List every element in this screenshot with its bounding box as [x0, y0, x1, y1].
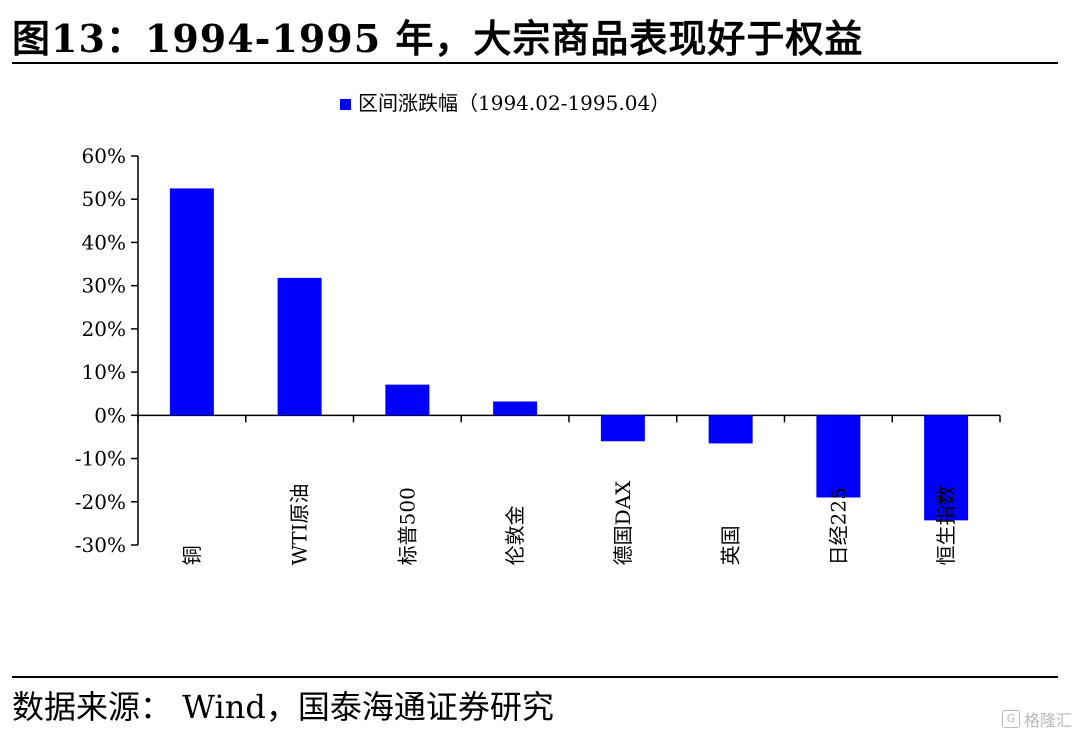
y-tick-label: 50% [82, 187, 126, 211]
y-tick-label: 30% [82, 274, 126, 298]
source-rule [12, 676, 1058, 678]
watermark-text: 格隆汇 [1023, 711, 1072, 730]
bar [169, 188, 214, 416]
watermark: G 格隆汇 [1001, 707, 1072, 731]
y-tick-label: -30% [75, 533, 126, 557]
y-tick-label: 0% [94, 403, 126, 427]
category-label: 恒生指数 [934, 485, 958, 565]
legend-label: 区间涨跌幅（1994.02-1995.04） [358, 91, 670, 115]
category-label: 英国 [719, 525, 743, 565]
y-tick-label: 40% [82, 230, 126, 254]
figure-title: 图13：1994-1995 年，大宗商品表现好于权益 [12, 16, 864, 61]
legend-swatch [340, 99, 351, 110]
category-label: WTI原油 [288, 484, 312, 566]
bar-chart: 区间涨跌幅（1994.02-1995.04） 60% 50% 40% 30% 20% 10%… [75, 91, 1001, 566]
bar [708, 415, 753, 444]
bar [924, 415, 969, 521]
category-label: 标普500 [395, 487, 419, 565]
bar [816, 415, 861, 498]
title-rule [12, 62, 1058, 64]
watermark-logo-icon: G [1001, 710, 1020, 728]
bar [277, 277, 322, 416]
bar [493, 401, 538, 416]
y-tick-label: 20% [82, 317, 126, 341]
source-note: 数据来源： Wind，国泰海通证券研究 [12, 688, 554, 726]
y-tick-label: 10% [82, 360, 126, 384]
bar [385, 384, 430, 416]
y-tick-label: -20% [75, 490, 126, 514]
y-tick-label: 60% [82, 144, 126, 168]
bar [600, 415, 645, 442]
category-label: 铜 [180, 545, 204, 565]
category-label: 德国DAX [611, 480, 635, 565]
y-tick-label: -10% [75, 447, 126, 471]
category-label: 日经225 [826, 487, 850, 565]
category-label: 伦敦金 [503, 505, 527, 565]
